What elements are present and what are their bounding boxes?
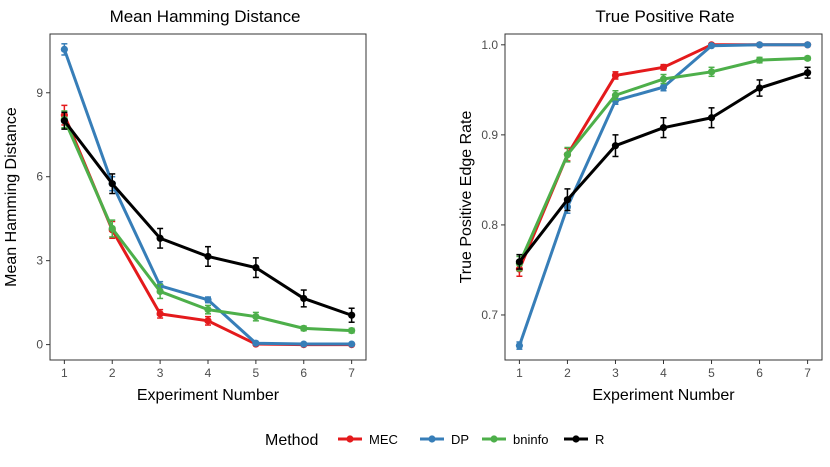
x-axis-title: Experiment Number <box>592 387 735 404</box>
chart-title: True Positive Rate <box>595 7 734 26</box>
data-point <box>156 234 164 242</box>
y-tick-label: 0 <box>36 338 43 352</box>
legend-key-point <box>428 435 436 443</box>
data-point <box>108 180 116 188</box>
y-axis-title: Mean Hamming Distance <box>3 107 20 287</box>
series-dp <box>515 41 812 350</box>
data-point <box>563 196 572 204</box>
chart-title: Mean Hamming Distance <box>110 7 301 26</box>
legend-title: Method <box>265 432 318 449</box>
legend-key-point <box>346 435 354 443</box>
x-tick-label: 6 <box>300 366 307 380</box>
x-tick-label: 2 <box>564 366 571 380</box>
series-bninfo <box>515 54 812 272</box>
legend-label: DP <box>451 432 469 447</box>
data-point <box>108 224 116 233</box>
data-point <box>252 313 260 321</box>
data-point <box>563 151 572 159</box>
legend-label: MEC <box>369 432 398 447</box>
series-r <box>60 111 356 323</box>
data-point <box>252 264 260 272</box>
legend-entry-r: R <box>564 432 604 447</box>
data-point <box>803 69 812 77</box>
data-point <box>659 63 668 71</box>
y-tick-label: 0.8 <box>481 218 498 232</box>
data-point <box>659 83 668 91</box>
legend-label: R <box>595 432 604 447</box>
data-point <box>755 84 764 92</box>
data-point <box>659 75 668 83</box>
data-point <box>60 117 68 125</box>
x-tick-label: 4 <box>205 366 212 380</box>
data-point <box>204 306 212 314</box>
data-point <box>252 339 260 347</box>
series-r <box>515 66 812 270</box>
data-point <box>300 340 308 348</box>
data-point <box>611 142 620 150</box>
x-tick-label: 5 <box>253 366 260 380</box>
series-bninfo <box>60 110 356 335</box>
data-point <box>803 54 812 62</box>
data-point <box>156 310 164 318</box>
panel-border <box>49 33 367 361</box>
y-tick-label: 0.9 <box>481 128 498 142</box>
data-point <box>204 252 212 261</box>
data-point <box>707 114 716 122</box>
legend-label: bninfo <box>513 432 548 447</box>
x-tick-label: 5 <box>708 366 715 380</box>
legend-entry-bninfo: bninfo <box>482 432 548 447</box>
x-tick-label: 2 <box>109 366 116 380</box>
data-point <box>156 287 164 296</box>
x-tick-label: 6 <box>756 366 763 380</box>
legend-key-point <box>572 435 580 443</box>
data-point <box>348 311 356 319</box>
panel-border <box>504 33 823 361</box>
y-tick-label: 6 <box>36 170 43 184</box>
data-point <box>611 71 620 80</box>
data-point <box>348 340 356 348</box>
x-tick-label: 1 <box>61 366 68 380</box>
data-point <box>300 294 308 303</box>
x-tick-label: 3 <box>612 366 619 380</box>
x-axis-title: Experiment Number <box>137 387 280 404</box>
data-point <box>707 68 716 76</box>
data-point <box>611 91 620 99</box>
x-tick-label: 7 <box>348 366 355 380</box>
y-tick-label: 0.7 <box>481 308 498 322</box>
data-point <box>204 317 212 325</box>
x-tick-label: 1 <box>516 366 523 380</box>
data-point <box>755 56 764 64</box>
x-tick-label: 4 <box>660 366 667 380</box>
data-point <box>515 341 524 350</box>
y-tick-label: 9 <box>36 86 43 100</box>
x-tick-label: 7 <box>804 366 811 380</box>
legend-entry-dp: DP <box>420 432 469 447</box>
data-point <box>515 258 524 266</box>
true-positive-rate-chart: True Positive Rate 0.7 0.8 0.9 1.0 1 2 3 4 5 6 7 Exp… <box>458 7 823 404</box>
y-tick-label: 1.0 <box>481 38 498 52</box>
legend-key-point <box>490 435 498 443</box>
legend: Method MEC DP bninfo R <box>265 432 604 449</box>
legend-entry-mec: MEC <box>338 432 398 447</box>
data-point <box>204 296 212 304</box>
data-point <box>60 45 68 53</box>
data-point <box>803 41 812 49</box>
data-point <box>755 41 764 49</box>
data-point <box>659 124 668 132</box>
data-point <box>348 327 356 335</box>
y-axis-title: True Positive Edge Rate <box>458 110 475 283</box>
data-point <box>707 42 716 50</box>
data-point <box>300 324 308 332</box>
x-tick-label: 3 <box>157 366 164 380</box>
y-tick-label: 3 <box>36 254 43 268</box>
